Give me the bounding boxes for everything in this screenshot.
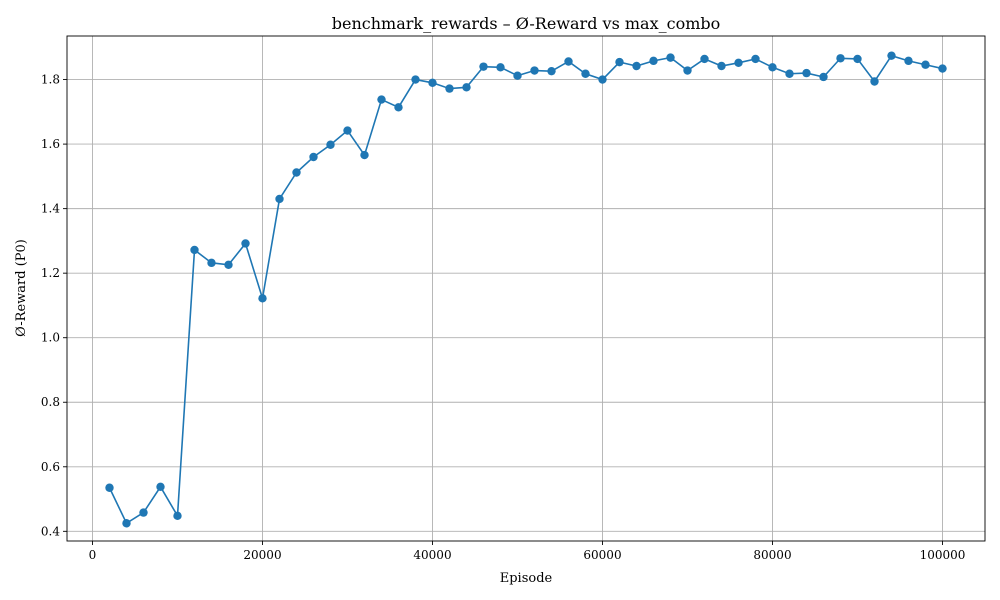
data-point xyxy=(241,239,250,248)
data-point xyxy=(870,77,879,86)
data-point xyxy=(445,84,454,93)
data-point xyxy=(343,126,352,135)
data-point xyxy=(632,61,641,71)
data-point xyxy=(666,53,675,62)
data-point xyxy=(785,69,794,78)
y-tick-label: 0.6 xyxy=(41,460,60,474)
data-point xyxy=(207,258,216,268)
x-axis-label: Episode xyxy=(500,571,553,586)
x-tick-label: 60000 xyxy=(583,548,621,562)
data-point xyxy=(122,519,131,528)
data-point xyxy=(292,168,301,177)
x-tick-label: 80000 xyxy=(753,548,791,562)
data-point xyxy=(683,66,692,75)
y-tick-label: 1.2 xyxy=(41,266,60,280)
y-tick-label: 1.4 xyxy=(41,202,60,216)
y-tick-label: 0.8 xyxy=(41,395,60,409)
data-point xyxy=(717,61,726,71)
data-point xyxy=(751,54,760,64)
data-point xyxy=(377,95,386,104)
data-point xyxy=(819,72,828,82)
data-point xyxy=(275,194,284,204)
data-point xyxy=(190,245,199,255)
data-point xyxy=(394,103,403,112)
data-point xyxy=(564,57,573,66)
grid-lines xyxy=(67,36,985,541)
series-line xyxy=(108,54,943,525)
data-point xyxy=(513,71,522,80)
data-point xyxy=(649,56,658,66)
y-axis-label: Ø-Reward (P0) xyxy=(14,239,29,337)
x-tick-label: 20000 xyxy=(243,548,281,562)
y-tick-label: 1.0 xyxy=(41,331,60,345)
data-point xyxy=(156,482,165,491)
data-point xyxy=(802,68,811,78)
data-point xyxy=(530,66,539,75)
data-point xyxy=(887,51,896,60)
series-reward xyxy=(105,51,947,528)
data-point xyxy=(309,152,318,162)
data-point xyxy=(836,54,845,63)
data-point xyxy=(258,294,267,303)
data-point xyxy=(921,60,930,69)
plot-frame xyxy=(66,35,986,542)
y-tick-label: 1.8 xyxy=(41,73,60,87)
data-point xyxy=(173,511,182,521)
x-tick-label: 100000 xyxy=(920,548,966,562)
data-point xyxy=(496,63,505,72)
data-point xyxy=(853,54,862,64)
data-point xyxy=(139,508,148,517)
data-point xyxy=(938,64,947,73)
chart-title: benchmark_rewards – Ø-Reward vs max_comb… xyxy=(332,14,721,33)
data-point xyxy=(598,75,607,84)
x-tick-label: 0 xyxy=(89,548,97,562)
data-point xyxy=(479,62,488,71)
data-point xyxy=(768,63,777,72)
data-point xyxy=(734,58,743,67)
data-point xyxy=(700,54,709,64)
data-point xyxy=(462,83,471,92)
axis-ticks: 0 20000 40000 60000 80000 100000 0.4 0.6 0.8 1.0 1… xyxy=(41,73,966,562)
data-point xyxy=(615,57,624,67)
x-tick-label: 40000 xyxy=(413,548,451,562)
data-point xyxy=(428,78,437,87)
data-point xyxy=(581,69,590,78)
data-point xyxy=(547,66,556,76)
y-tick-label: 1.6 xyxy=(41,137,60,151)
data-point xyxy=(105,483,114,492)
data-point xyxy=(904,56,913,66)
data-point xyxy=(360,150,369,160)
data-point xyxy=(224,260,233,269)
data-point xyxy=(326,140,335,149)
data-point xyxy=(411,75,420,84)
y-tick-label: 0.4 xyxy=(41,524,60,538)
